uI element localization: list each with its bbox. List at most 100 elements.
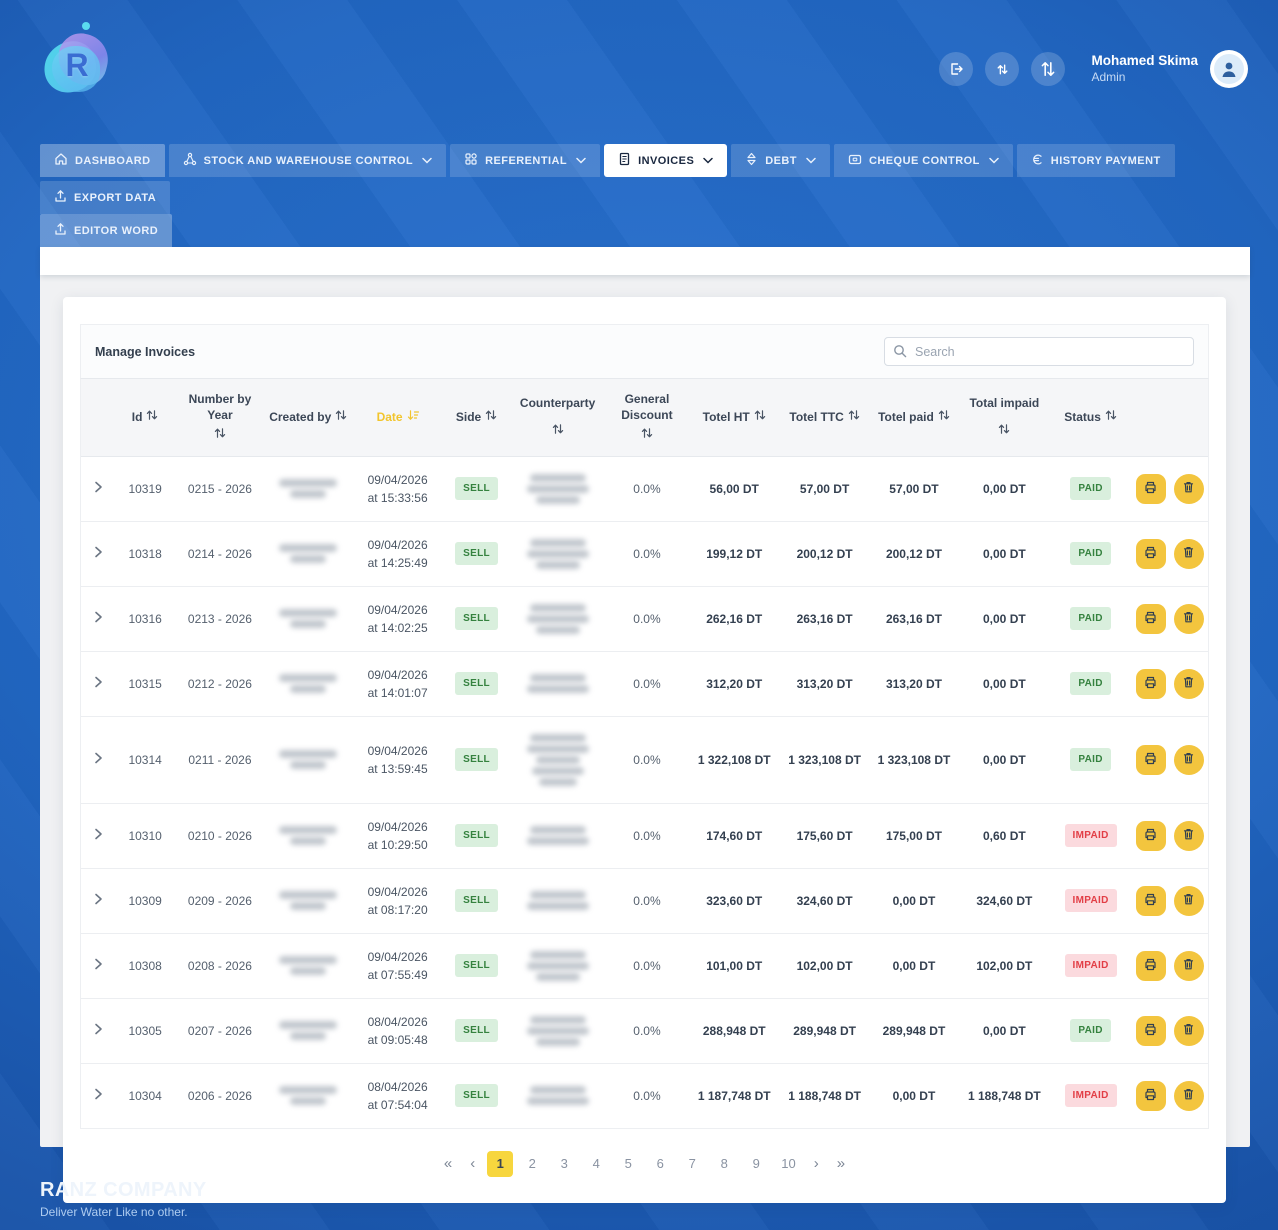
side-badge: SELL <box>455 954 498 978</box>
cell-date: 09/04/2026 at 10:29:50 <box>352 804 443 868</box>
expand-row-button[interactable] <box>88 607 108 630</box>
nav-item-editor-word[interactable]: EDITOR WORD <box>40 214 173 247</box>
expand-row-button[interactable] <box>88 542 108 565</box>
nav-item-cheque-control[interactable]: CHEQUE CONTROL <box>833 144 1013 177</box>
cell-status: PAID <box>1050 457 1131 521</box>
expand-row-button[interactable] <box>88 477 108 500</box>
expand-row-button[interactable] <box>88 824 108 847</box>
nav-item-history-payment[interactable]: HISTORY PAYMENT <box>1016 144 1175 177</box>
delete-invoice-button[interactable] <box>1173 1080 1204 1111</box>
redacted-text-line <box>279 479 338 488</box>
header-totel-paid[interactable]: Totel paid <box>869 379 958 456</box>
print-invoice-button[interactable] <box>1135 603 1166 634</box>
delete-invoice-button[interactable] <box>1173 950 1204 981</box>
side-badge: SELL <box>455 748 498 772</box>
nav-item-referential[interactable]: REFERENTIAL <box>450 144 601 177</box>
page-button-9[interactable]: 9 <box>743 1151 769 1177</box>
pagination-next-button[interactable]: › <box>808 1153 825 1174</box>
header-total-impaid[interactable]: Total impaid <box>959 379 1050 456</box>
expand-row-button[interactable] <box>88 1019 108 1042</box>
delete-invoice-button[interactable] <box>1173 820 1204 851</box>
page-button-5[interactable]: 5 <box>615 1151 641 1177</box>
header-side[interactable]: Side <box>443 379 509 456</box>
logout-button[interactable] <box>939 52 974 86</box>
delete-invoice-button[interactable] <box>1173 668 1204 699</box>
page-button-10[interactable]: 10 <box>775 1151 801 1177</box>
header-created-by[interactable]: Created by <box>265 379 352 456</box>
header-label: Counterparty <box>519 396 596 411</box>
pagination-last-button[interactable]: » <box>831 1153 851 1174</box>
redacted-text-line <box>290 620 327 629</box>
cell-total-impaid: 0,00 DT <box>983 546 1026 561</box>
pagination-prev-button[interactable]: ‹ <box>464 1153 481 1174</box>
cell-id: 10314 <box>128 752 162 767</box>
delete-invoice-button[interactable] <box>1173 1015 1204 1046</box>
redacted-counterparty <box>514 948 602 984</box>
page-button-7[interactable]: 7 <box>679 1151 705 1177</box>
expand-row-button[interactable] <box>88 889 108 912</box>
date-value: 09/04/2026 <box>367 743 428 758</box>
print-invoice-button[interactable] <box>1135 885 1166 916</box>
expand-row-button[interactable] <box>88 748 108 771</box>
page-button-2[interactable]: 2 <box>519 1151 545 1177</box>
date-value: 09/04/2026 <box>367 819 428 834</box>
avatar[interactable] <box>1210 50 1248 88</box>
printer-icon <box>1143 545 1158 563</box>
trash-icon <box>1182 480 1195 497</box>
header-number-by-year[interactable]: Number by Year <box>175 379 264 456</box>
swap-vertical-small-button[interactable] <box>985 52 1020 86</box>
cell-side: SELL <box>443 522 509 586</box>
cell-date: 09/04/2026 at 15:33:56 <box>352 457 443 521</box>
nav-item-dashboard[interactable]: DASHBOARD <box>40 144 165 177</box>
swap-vertical-large-button[interactable] <box>1031 52 1066 86</box>
print-invoice-button[interactable] <box>1135 820 1166 851</box>
print-invoice-button[interactable] <box>1135 950 1166 981</box>
delete-invoice-button[interactable] <box>1173 885 1204 916</box>
expand-row-button[interactable] <box>88 954 108 977</box>
nav-item-stock-and-warehouse-control[interactable]: STOCK AND WAREHOUSE CONTROL <box>168 144 447 177</box>
cell-totel-ht: 56,00 DT <box>709 481 759 496</box>
nav-item-invoices[interactable]: INVOICES <box>604 144 728 177</box>
header-totel-ht[interactable]: Totel HT <box>689 379 780 456</box>
cell-id: 10305 <box>128 1023 162 1038</box>
cell-actions <box>1131 652 1208 716</box>
page-button-8[interactable]: 8 <box>711 1151 737 1177</box>
print-invoice-button[interactable] <box>1135 668 1166 699</box>
sort-icon <box>938 409 950 425</box>
print-invoice-button[interactable] <box>1135 744 1166 775</box>
cell-totel-ttc: 200,12 DT <box>796 546 853 561</box>
date-value: 08/04/2026 <box>367 1014 428 1029</box>
cell-number-by-year: 0214 - 2026 <box>187 546 252 561</box>
print-invoice-button[interactable] <box>1135 1015 1166 1046</box>
print-invoice-button[interactable] <box>1135 473 1166 504</box>
header-counterparty[interactable]: Counterparty <box>510 379 606 456</box>
cell-number-by-year: 0212 - 2026 <box>187 676 252 691</box>
page-button-4[interactable]: 4 <box>583 1151 609 1177</box>
redacted-text-line <box>526 685 589 694</box>
page-button-3[interactable]: 3 <box>551 1151 577 1177</box>
expand-row-button[interactable] <box>88 1084 108 1107</box>
delete-invoice-button[interactable] <box>1173 473 1204 504</box>
header-label: General Discount <box>621 392 673 423</box>
cell-side: SELL <box>443 652 509 716</box>
delete-invoice-button[interactable] <box>1173 538 1204 569</box>
page-button-6[interactable]: 6 <box>647 1151 673 1177</box>
search-box <box>884 337 1194 366</box>
search-input[interactable] <box>884 337 1194 366</box>
header-date[interactable]: Date <box>352 379 443 456</box>
nav-item-debt[interactable]: DEBT <box>731 144 830 177</box>
nav-item-export-data[interactable]: EXPORT DATA <box>40 181 171 214</box>
delete-invoice-button[interactable] <box>1173 744 1204 775</box>
print-invoice-button[interactable] <box>1135 1080 1166 1111</box>
cell-general-discount: 0.0% <box>633 1088 661 1103</box>
delete-invoice-button[interactable] <box>1173 603 1204 634</box>
print-invoice-button[interactable] <box>1135 538 1166 569</box>
header-status[interactable]: Status <box>1050 379 1131 456</box>
pagination-first-button[interactable]: « <box>438 1153 458 1174</box>
header-general-discount[interactable]: General Discount <box>605 379 688 456</box>
page-button-1[interactable]: 1 <box>487 1150 514 1177</box>
header-id[interactable]: Id <box>115 379 175 456</box>
header-totel-ttc[interactable]: Totel TTC <box>780 379 869 456</box>
expand-cell <box>81 717 115 803</box>
expand-row-button[interactable] <box>88 672 108 695</box>
